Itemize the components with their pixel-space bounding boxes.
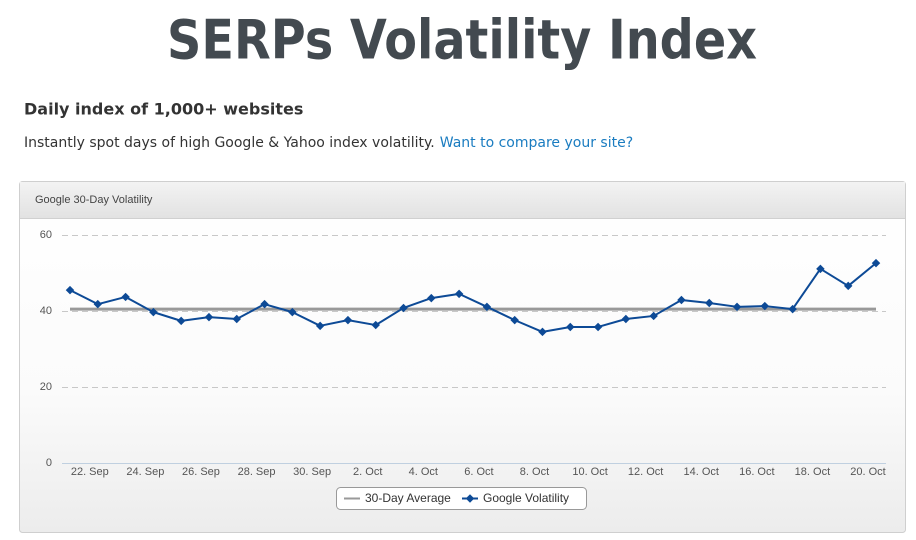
volatility-line [69, 262, 877, 333]
data-point [621, 314, 631, 324]
y-tick-label: 40 [40, 305, 52, 317]
legend-label: 30-Day Average [365, 491, 451, 505]
x-tick-label: 10. Oct [572, 466, 607, 478]
x-tick-label: 18. Oct [795, 466, 830, 478]
data-point [121, 292, 130, 302]
page-title: SERPs Volatility Index [167, 9, 757, 72]
data-point [732, 302, 742, 312]
data-point [593, 322, 603, 332]
data-point [760, 301, 770, 311]
x-tick-label: 8. Oct [520, 466, 549, 478]
data-point [371, 320, 380, 330]
description-text: Instantly spot days of high Google & Yah… [24, 135, 435, 151]
legend [336, 487, 587, 510]
data-point [204, 312, 214, 322]
data-point [65, 285, 75, 295]
data-point [538, 327, 547, 337]
data-point [427, 293, 436, 303]
description: Instantly spot days of high Google & Yah… [24, 135, 633, 151]
data-point [343, 315, 353, 325]
data-point [176, 316, 186, 326]
y-tick-label: 60 [40, 229, 52, 241]
x-tick-label: 28. Sep [238, 466, 276, 478]
x-tick-label: 20. Oct [850, 466, 885, 478]
data-point [649, 311, 658, 321]
data-point [788, 304, 797, 314]
chart-title: Google 30-Day Volatility [35, 194, 153, 206]
y-tick-label: 20 [40, 381, 52, 393]
x-tick-label: 2. Oct [353, 466, 382, 478]
x-tick-label: 26. Sep [182, 466, 220, 478]
panel-header [20, 182, 905, 218]
data-point [260, 299, 269, 309]
x-tick-label: 22. Sep [71, 466, 109, 478]
legend-marker [465, 494, 475, 503]
subtitle: Daily index of 1,000+ websites [24, 100, 303, 119]
data-point [482, 302, 492, 312]
x-tick-label: 24. Sep [126, 466, 164, 478]
chart-panel [19, 181, 906, 533]
data-point [93, 299, 103, 309]
data-point [871, 258, 881, 268]
data-point [816, 264, 825, 274]
data-point [288, 307, 297, 317]
data-point [454, 289, 464, 299]
data-point [843, 281, 853, 291]
data-point [315, 321, 325, 331]
x-tick-label: 30. Sep [293, 466, 331, 478]
data-point [232, 314, 242, 324]
data-point [399, 303, 408, 313]
data-point [566, 322, 575, 332]
compare-link[interactable]: Want to compare your site? [440, 135, 633, 151]
x-tick-label: 4. Oct [409, 466, 438, 478]
x-tick-label: 14. Oct [684, 466, 719, 478]
x-tick-label: 12. Oct [628, 466, 663, 478]
data-point [677, 295, 686, 305]
legend-label: Google Volatility [483, 491, 569, 505]
data-point [510, 315, 519, 325]
x-tick-label: 16. Oct [739, 466, 774, 478]
data-point [704, 298, 714, 308]
data-point [149, 307, 158, 317]
x-tick-label: 6. Oct [464, 466, 493, 478]
y-tick-label: 0 [46, 457, 52, 469]
